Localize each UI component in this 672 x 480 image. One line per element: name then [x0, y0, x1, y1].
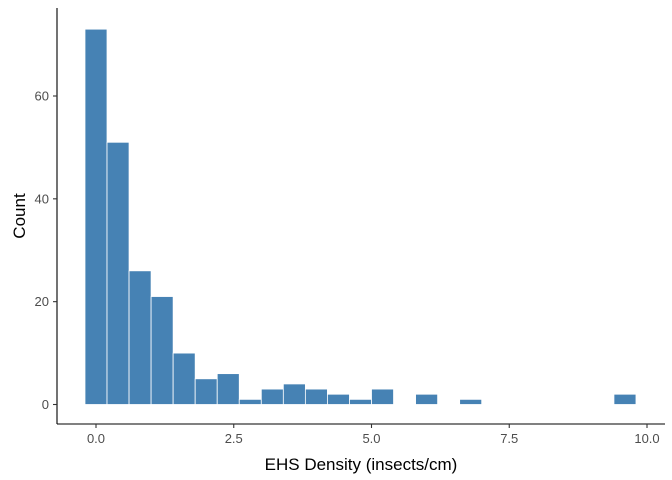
histogram-bar — [106, 141, 130, 405]
y-tick-label: 0 — [42, 397, 49, 412]
x-tick-label: 10.0 — [634, 431, 659, 446]
x-axis-title: EHS Density (insects/cm) — [265, 455, 458, 474]
histogram-bar — [304, 388, 328, 405]
histogram-bar — [238, 398, 262, 405]
histogram-bar — [459, 398, 483, 405]
x-tick-label: 7.5 — [500, 431, 518, 446]
histogram-bar — [613, 393, 637, 405]
x-axis-ticks: 0.0 2.5 5.0 7.5 10.0 — [87, 424, 660, 446]
y-tick-label: 20 — [35, 294, 49, 309]
histogram-bar — [84, 28, 108, 405]
histogram-bar — [260, 388, 284, 405]
y-tick-label: 60 — [35, 89, 49, 104]
x-tick-label: 0.0 — [87, 431, 105, 446]
histogram-bar — [194, 378, 218, 405]
histogram-bar — [327, 393, 350, 405]
histogram-bar — [128, 270, 152, 405]
x-tick-label: 5.0 — [362, 431, 380, 446]
histogram-bar — [172, 352, 196, 405]
y-tick-label: 40 — [35, 191, 49, 206]
histogram-bar — [349, 398, 372, 405]
histogram-bars — [84, 28, 637, 405]
histogram-bar — [371, 388, 394, 405]
histogram-bar — [415, 393, 439, 405]
y-axis-ticks: 0 20 40 60 — [35, 89, 57, 412]
y-axis-title: Count — [10, 193, 29, 239]
histogram-bar — [216, 373, 240, 405]
histogram-bar — [150, 296, 174, 405]
x-tick-label: 2.5 — [225, 431, 243, 446]
histogram-bar — [282, 383, 306, 405]
